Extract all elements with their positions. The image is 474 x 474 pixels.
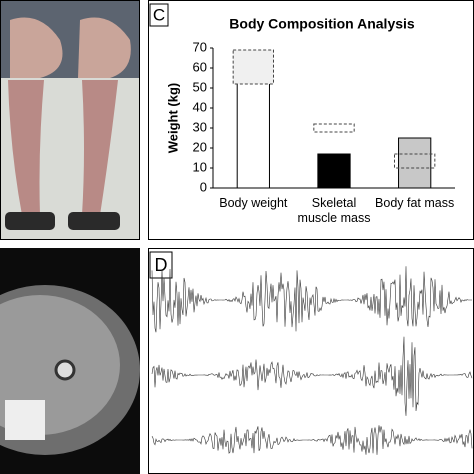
emg-trace xyxy=(151,266,472,333)
y-tick-label: 50 xyxy=(193,79,207,94)
knee xyxy=(78,17,131,78)
y-tick-label: 40 xyxy=(193,99,207,114)
x-tick-label: Body fat mass xyxy=(375,196,455,210)
x-tick-label: Body weight xyxy=(219,196,288,210)
y-tick-label: 70 xyxy=(193,39,207,54)
reference-range xyxy=(232,49,275,85)
y-axis-label: Weight (kg) xyxy=(165,83,180,154)
leg xyxy=(82,80,118,215)
y-tick-label: 20 xyxy=(193,139,207,154)
y-tick-label: 60 xyxy=(193,59,207,74)
y-tick-label: 0 xyxy=(200,179,207,194)
bar xyxy=(398,137,432,189)
y-tick-label: 30 xyxy=(193,119,207,134)
panel-border xyxy=(148,0,474,240)
ct-bone xyxy=(5,400,45,440)
chart-title: Body Composition Analysis xyxy=(229,16,415,32)
bar xyxy=(317,153,351,189)
slipper xyxy=(5,212,55,230)
panel-label-box xyxy=(149,251,173,279)
emg-trace xyxy=(151,336,473,416)
slipper xyxy=(68,212,120,230)
panel-label: D xyxy=(155,255,168,275)
panel-label: C xyxy=(153,5,165,24)
leg xyxy=(8,80,44,215)
emg-trace xyxy=(151,425,473,455)
reference-range xyxy=(394,153,436,169)
panel-label-box xyxy=(149,3,169,27)
panel-border xyxy=(0,0,140,240)
y-tick-label: 10 xyxy=(193,159,207,174)
bar xyxy=(236,71,270,189)
x-tick-label: Skeletal muscle mass xyxy=(297,196,371,225)
ct-structure xyxy=(54,359,76,381)
knee xyxy=(10,17,63,78)
reference-range xyxy=(313,123,355,133)
